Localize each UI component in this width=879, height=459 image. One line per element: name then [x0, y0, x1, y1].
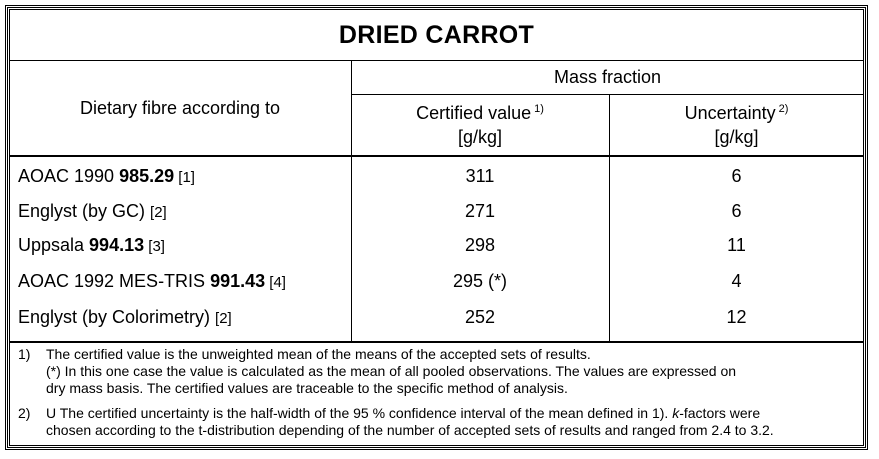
method-cell: AOAC 1990 985.29 [1]	[18, 166, 195, 186]
certified-value-cell: 298	[464, 235, 496, 255]
uncertainty-cell: 4	[731, 271, 742, 291]
footnote-2-line-2: chosen according to the t-distribution d…	[46, 422, 774, 438]
table-outer-frame	[5, 5, 868, 450]
table-title: DRIED CARROT	[338, 20, 535, 49]
certified-footnote-ref: 1)	[534, 103, 544, 115]
footnote-2-line-1: U The certified uncertainty is the half-…	[46, 405, 761, 421]
method-cell: Uppsala 994.13 [3]	[18, 235, 165, 255]
header-certified-unit: [g/kg]	[457, 127, 503, 147]
header-divider	[9, 155, 864, 157]
footnote-1-line-1: The certified value is the unweighted me…	[46, 346, 591, 362]
header-mass-fraction: Mass fraction	[553, 67, 662, 87]
header-uncertainty-unit: [g/kg]	[714, 127, 759, 147]
table-inner-frame	[9, 9, 864, 446]
mass-fraction-divider	[351, 94, 864, 95]
method-cell: Englyst (by GC) [2]	[18, 201, 167, 221]
method-cell: AOAC 1992 MES-TRIS 991.43 [4]	[18, 271, 286, 291]
footnote-1-line-3: dry mass basis. The certified values are…	[46, 380, 568, 396]
header-uncertainty: Uncertainty 2)	[609, 102, 864, 124]
column-divider-2	[609, 94, 610, 343]
body-divider	[9, 341, 864, 343]
method-cell: Englyst (by Colorimetry) [2]	[18, 307, 232, 327]
certified-value-cell: 252	[464, 307, 496, 327]
footnote-2-number: 2)	[18, 405, 31, 421]
certified-value-cell: 271	[464, 201, 496, 221]
certified-value-cell: 295 (*)	[452, 271, 508, 291]
uncertainty-cell: 6	[731, 166, 742, 186]
uncertainty-cell: 11	[727, 235, 746, 255]
title-divider	[9, 60, 864, 61]
header-method: Dietary fibre according to	[79, 98, 281, 118]
uncertainty-cell: 6	[731, 201, 742, 221]
uncertainty-footnote-ref: 2)	[778, 103, 789, 115]
column-divider-1	[351, 60, 352, 343]
uncertainty-label: Uncertainty	[684, 103, 776, 123]
certified-value-cell: 311	[465, 166, 495, 186]
footnote-1-line-2: (*) In this one case the value is calcul…	[46, 363, 737, 379]
header-certified-value: Certified value 1)	[351, 102, 609, 124]
certified-label: Certified value	[416, 103, 532, 123]
uncertainty-cell: 12	[726, 307, 747, 327]
footnote-1-number: 1)	[18, 346, 31, 362]
